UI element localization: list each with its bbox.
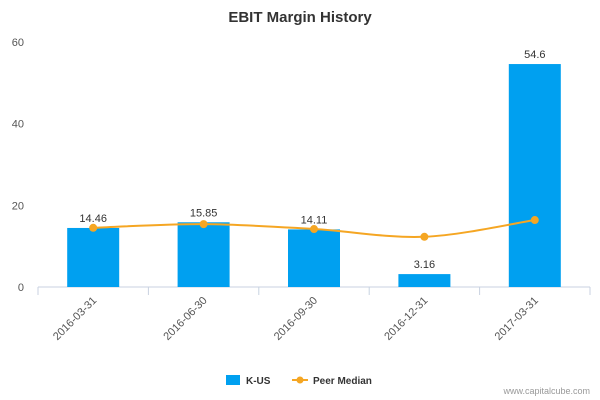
bar-data-label: 54.6 <box>524 49 545 61</box>
x-axis: 2016-03-31 2016-06-30 2016-09-30 2016-12-31… <box>37 286 591 343</box>
y-tick-label: 60 <box>12 37 24 49</box>
legend-marker-peer-median <box>296 376 304 384</box>
peer-median-point <box>530 216 539 225</box>
x-tick-label: 2016-12-31 <box>382 295 430 343</box>
chart-title: EBIT Margin History <box>228 9 372 26</box>
bar <box>67 227 120 287</box>
y-axis: 0 20 40 60 <box>12 37 24 294</box>
y-tick-label: 40 <box>12 119 24 131</box>
bar <box>288 229 340 287</box>
bar-data-label: 15.85 <box>190 207 218 219</box>
bar <box>398 274 451 287</box>
bar <box>508 64 561 287</box>
peer-median-point <box>89 223 98 232</box>
legend: K-US Peer Median <box>226 375 372 387</box>
y-tick-label: 0 <box>18 282 24 294</box>
peer-median-point <box>310 225 318 234</box>
peer-median-series <box>89 216 539 241</box>
bar-data-label: 14.11 <box>301 214 328 226</box>
data-labels: 14.46 15.85 14.11 3.16 54.6 <box>79 49 545 271</box>
legend-swatch-k-us <box>226 375 240 385</box>
bar-data-label: 3.16 <box>414 259 435 271</box>
bar <box>177 222 230 287</box>
credit-text: www.capitalcube.com <box>502 386 590 396</box>
legend-label-k-us: K-US <box>246 376 271 387</box>
x-tick-label: 2017-03-31 <box>493 295 541 343</box>
peer-median-point <box>199 220 208 229</box>
x-tick-label: 2016-03-31 <box>51 295 99 343</box>
x-tick-label: 2016-09-30 <box>272 295 320 343</box>
bar-data-label: 14.46 <box>79 213 107 225</box>
bar-series <box>67 64 561 287</box>
x-tick-label: 2016-06-30 <box>161 295 209 343</box>
y-tick-label: 20 <box>12 200 24 212</box>
peer-median-point <box>420 232 429 241</box>
legend-label-peer-median: Peer Median <box>313 376 372 387</box>
